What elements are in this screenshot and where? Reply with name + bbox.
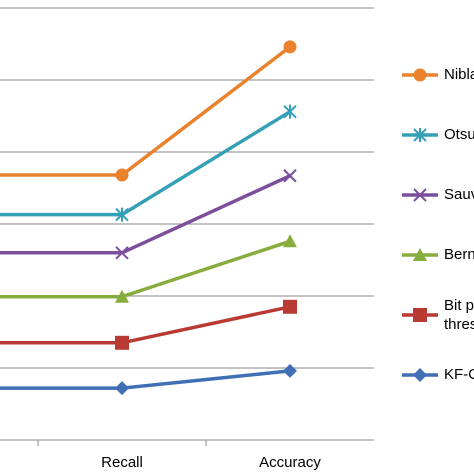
x-tick-label: Accuracy [259,454,321,471]
point [115,168,129,182]
series-line [0,110,291,217]
point [115,207,129,222]
point [413,188,427,202]
point [283,169,297,183]
legend-label: Otsu [444,126,474,143]
series-line [0,45,292,177]
legend-label: Niblack [444,66,474,83]
legend-label: KF-C [444,366,474,383]
point [115,381,129,396]
legend-label: Bernsen [444,246,474,263]
series-line [0,369,291,390]
point [413,68,427,82]
point [413,308,427,322]
point [413,368,427,382]
legend-label: Sauvola [444,186,474,203]
point [413,248,427,261]
point [115,246,129,260]
point [115,289,129,303]
series-line [0,305,291,345]
series-line [0,239,291,299]
point [283,104,297,119]
point [283,363,297,378]
x-tick-label: Recall [101,454,143,471]
point [283,40,297,54]
legend-label: Bit planethreshold [444,297,474,333]
point [283,234,297,248]
point [115,335,129,350]
point [283,299,297,314]
point [413,128,427,142]
